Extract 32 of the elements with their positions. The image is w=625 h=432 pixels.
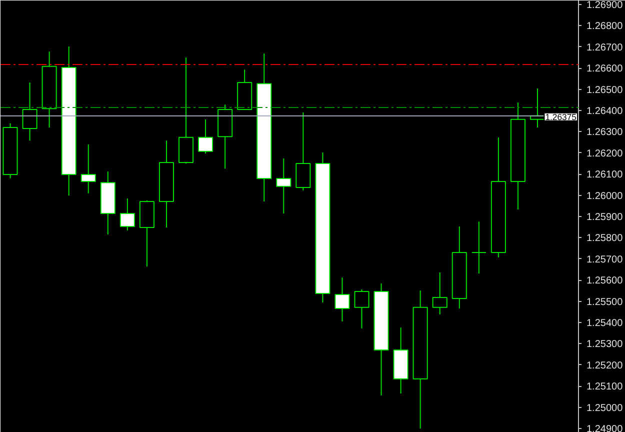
y-tick-label: 1.24900 [586,424,624,432]
candlestick [120,198,135,231]
y-tick-label: 1.25000 [586,402,624,414]
y-tick-label: 1.26400 [586,106,624,118]
y-tick-label: 1.26800 [586,21,624,32]
y-tick-label: 1.25700 [586,254,624,266]
y-tick-label: 1.26200 [586,148,624,160]
y-tick-label: 1.26700 [586,42,624,54]
candlestick [471,221,486,274]
candlestick [22,82,38,142]
candlestick [354,288,370,329]
y-tick-label: 1.26100 [586,170,624,181]
y-tick-label: 1.25100 [586,382,624,393]
candlestick [334,277,350,322]
y-tick-label: 1.25300 [586,339,624,350]
candlestick [296,112,311,191]
y-tick-label: 1.25900 [586,212,624,223]
y-tick-label: 1.26900 [586,0,624,12]
y-tick-label: 1.26300 [586,127,624,138]
candlestick [80,144,96,194]
ref-line-label: 1.26375 [545,112,577,122]
candlestick [198,118,214,154]
y-tick-label: 1.25200 [586,360,624,372]
candlestick [276,158,292,214]
candlestick [432,272,448,315]
y-tick-label: 1.25600 [586,276,624,287]
y-tick-label: 1.26500 [586,84,624,96]
y-tick-label: 1.25500 [586,296,624,308]
y-tick-label: 1.25400 [586,318,624,329]
y-tick-label: 1.26600 [586,64,624,75]
y-tick-label: 1.26000 [586,190,624,202]
y-tick-label: 1.25800 [586,233,624,244]
